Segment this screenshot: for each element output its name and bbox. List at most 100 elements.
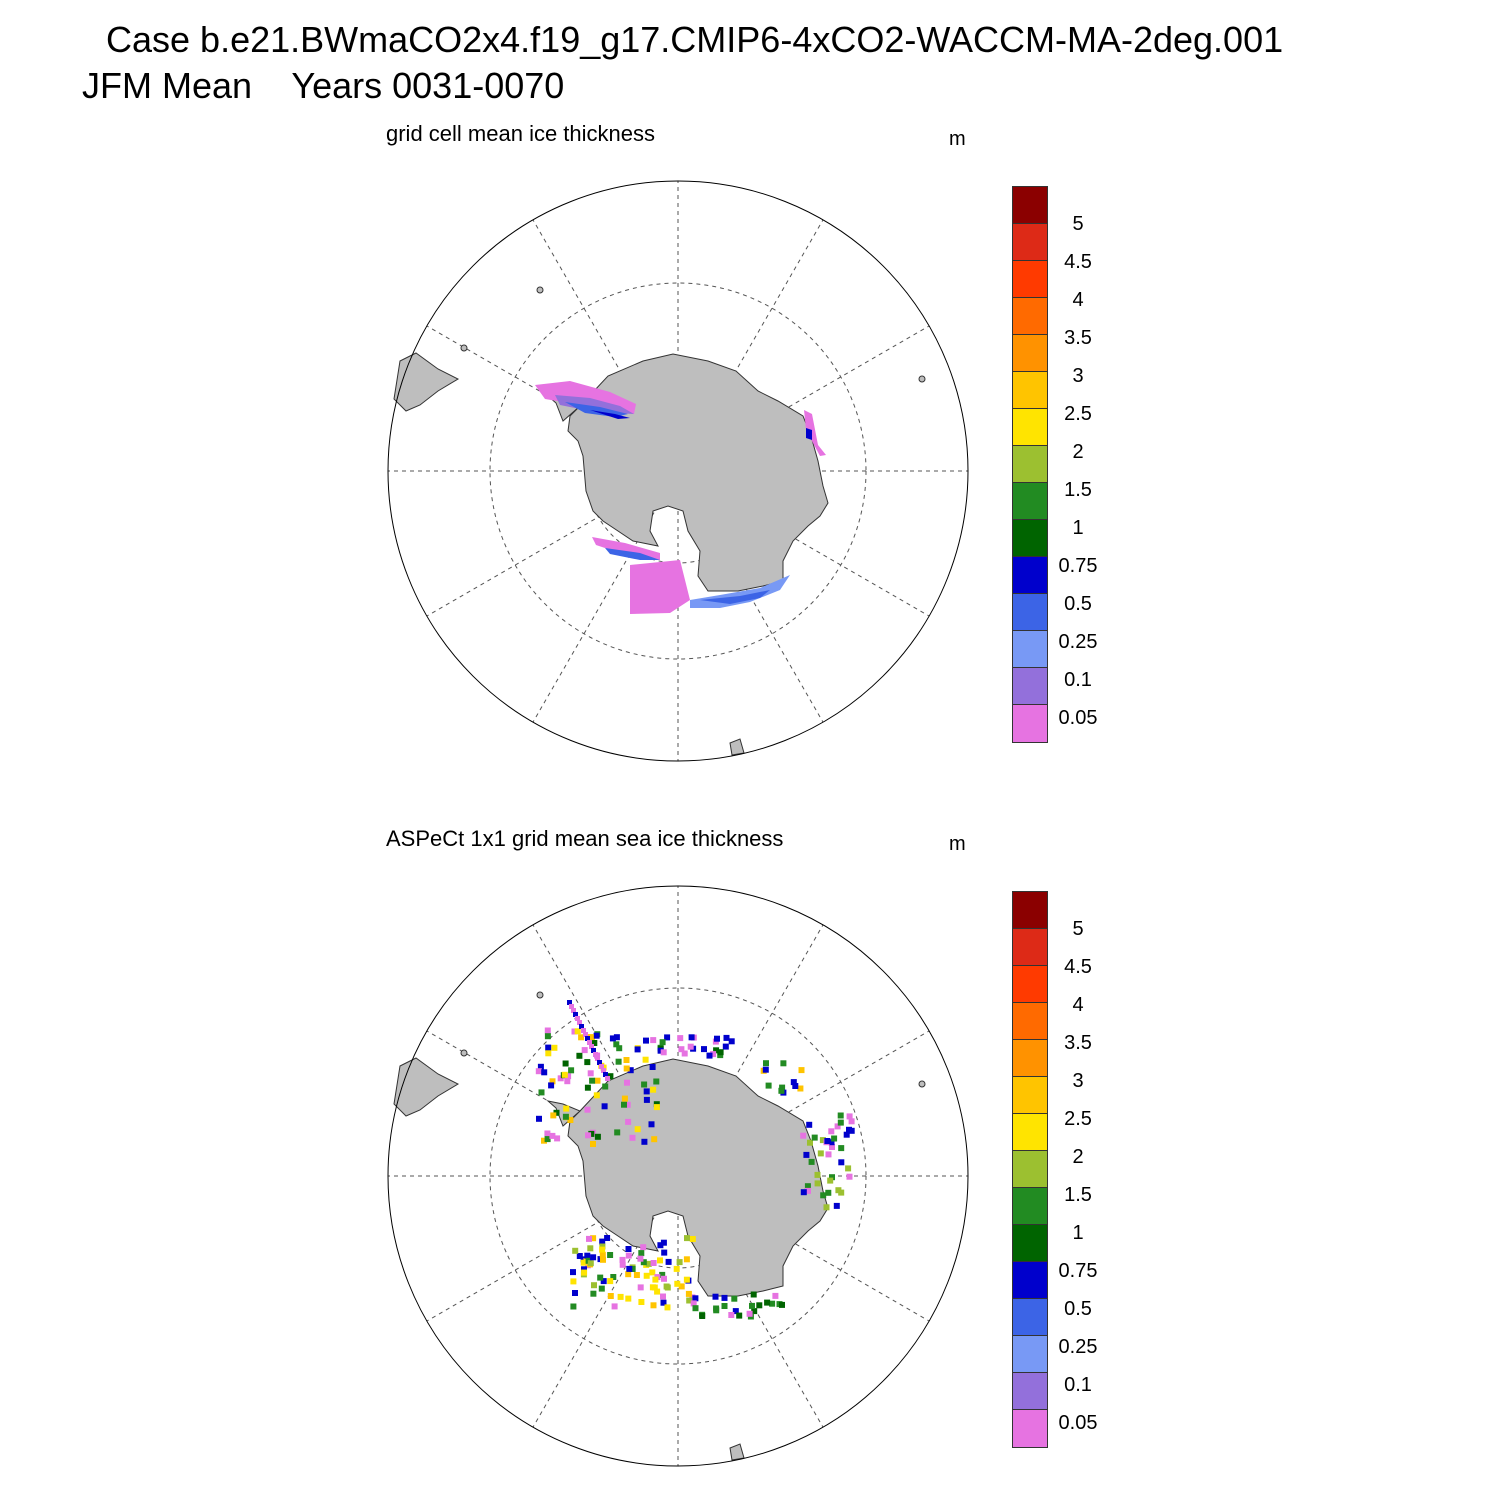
panel2-obs-cell [564, 1078, 571, 1085]
panel2-obs-cell [615, 1058, 622, 1065]
panel2-obs-track [599, 1064, 604, 1069]
panel2-obs-cell [607, 1252, 614, 1258]
panel2-obs-cell [570, 1269, 576, 1276]
panel2-obs-cell [610, 1274, 617, 1280]
panel2-obs-cell [659, 1039, 666, 1046]
panel2-obs-cell [820, 1192, 827, 1199]
panel2-obs-cell [593, 1032, 600, 1039]
panel2-obs-cell [536, 1115, 542, 1122]
panel2-obs-cell [660, 1049, 667, 1056]
panel2-obs-cell [792, 1083, 799, 1089]
panel2-obs-cell [567, 1117, 574, 1123]
panel2-obs-cell [563, 1105, 570, 1112]
panel2-obs-cell [638, 1299, 645, 1305]
panel2-obs-cell [627, 1067, 634, 1074]
panel2-obs-cell [817, 1150, 824, 1157]
panel2-obs-cell [638, 1250, 645, 1257]
panel2-obs-cell [637, 1255, 644, 1262]
panel2-obs-cell [678, 1046, 685, 1053]
panel2-obs-cell [588, 1130, 595, 1137]
panel2-obs-cell [764, 1299, 771, 1306]
panel2-obs-cell [751, 1308, 758, 1315]
panel2-colorbar-swatch [1013, 929, 1047, 966]
panel2-obs-cell [625, 1246, 632, 1252]
panel2-obs-track [573, 1012, 578, 1017]
panel1-colorbar-label: 0.75 [1058, 555, 1098, 577]
panel2-obs-cell [554, 1135, 561, 1142]
panel2-obs-cell [780, 1060, 787, 1067]
panel2-colorbar-swatch [1013, 1114, 1047, 1151]
panel2-obs-cell [585, 1132, 592, 1139]
panel2-obs-cell [664, 1034, 671, 1041]
panel2-obs-cell [538, 1089, 545, 1096]
panel2-colorbar-swatch [1013, 1151, 1047, 1188]
panel2-obs-cell [765, 1082, 772, 1089]
panel2-obs-cell [599, 1238, 606, 1245]
panel2-obs-cell [629, 1134, 636, 1141]
panel1-colorbar-swatch [1013, 187, 1047, 224]
panel2-obs-cell [686, 1297, 693, 1304]
panel2-obs-cell [581, 1269, 588, 1276]
panel2-obs-cell [749, 1302, 755, 1309]
panel2-obs-cell [827, 1177, 834, 1184]
panel2-obs-cell [833, 1202, 840, 1209]
panel2-obs-cell [541, 1069, 548, 1076]
panel2-boundary [387, 885, 969, 1467]
panel2-obs-cell [607, 1293, 614, 1299]
panel2-obs-cell [674, 1280, 681, 1287]
panel2-obs-cell [643, 1088, 650, 1095]
panel2-obs-cell [677, 1035, 684, 1042]
panel2-colorbar [1012, 891, 1048, 1448]
panel1-colorbar-swatch [1013, 298, 1047, 335]
panel2-obs-cell [652, 1276, 659, 1283]
panel2-obs-cell [587, 1070, 594, 1077]
panel2-obs-track [585, 1036, 590, 1041]
panel2-obs-cell [626, 1265, 633, 1272]
panel2-obs-cell [663, 1283, 670, 1290]
panel2-obs-cell [660, 1299, 667, 1306]
panel2-obs-cell [551, 1044, 558, 1051]
panel1-colorbar-label: 0.5 [1064, 593, 1092, 615]
panel2-obs-cell [829, 1144, 835, 1150]
panel2-colorbar-label: 0.75 [1058, 1260, 1098, 1282]
panel1-title: grid cell mean ice thickness [386, 121, 656, 146]
panel2-obs-cell [732, 1308, 739, 1315]
panel2-obs-cell [750, 1291, 757, 1298]
panel2-obs-cell [616, 1045, 623, 1052]
panel2-obs-cell [808, 1158, 815, 1165]
panel2-obs-cell [581, 1047, 588, 1054]
panel2-colorbar-label: 0.5 [1064, 1298, 1092, 1320]
panel2-colorbar-swatch [1013, 1373, 1047, 1410]
panel2-colorbar-label: 5 [1072, 918, 1084, 940]
panel2-obs-track [601, 1068, 606, 1073]
panel2-obs-cell [687, 1043, 694, 1050]
panel2-obs-cell [641, 1138, 648, 1145]
panel2-colorbar-swatch [1013, 1262, 1047, 1299]
panel2-obs-cell [665, 1258, 672, 1265]
panel2-obs-track [583, 1032, 588, 1037]
panel1-colorbar-swatch [1013, 594, 1047, 631]
panel2-obs-cell [587, 1260, 594, 1267]
panel2-obs-cell [562, 1113, 569, 1120]
panel2-obs-cell [790, 1079, 797, 1086]
panel1-colorbar-swatch [1013, 668, 1047, 705]
panel2-colorbar-label: 0.05 [1058, 1412, 1098, 1434]
panel2-obs-cell [756, 1302, 763, 1309]
panel2-colorbar-label: 1.5 [1064, 1184, 1092, 1206]
panel1-colorbar-swatch [1013, 372, 1047, 409]
panel2-obs-cell [692, 1305, 699, 1312]
panel2-obs-cell [673, 1265, 680, 1272]
panel2-polar-map [387, 885, 969, 1467]
panel2-obs-track [587, 1040, 592, 1045]
panel2-obs-cell [654, 1288, 661, 1295]
panel2-colorbar-swatch [1013, 1299, 1047, 1336]
panel2-obs-cell [544, 1130, 551, 1137]
panel1-colorbar-label: 1 [1072, 517, 1084, 539]
panel2-obs-cell [634, 1126, 641, 1133]
panel2-obs-cell [584, 1252, 591, 1259]
panel2-obs-cell [819, 1137, 826, 1144]
panel2-obs-cell [661, 1249, 668, 1256]
panel2-obs-cell [814, 1180, 821, 1187]
figure-case-title: Case b.e21.BWmaCO2x4.f19_g17.CMIP6-4xCO2… [106, 19, 1284, 60]
panel2-obs-cell [625, 1118, 632, 1125]
